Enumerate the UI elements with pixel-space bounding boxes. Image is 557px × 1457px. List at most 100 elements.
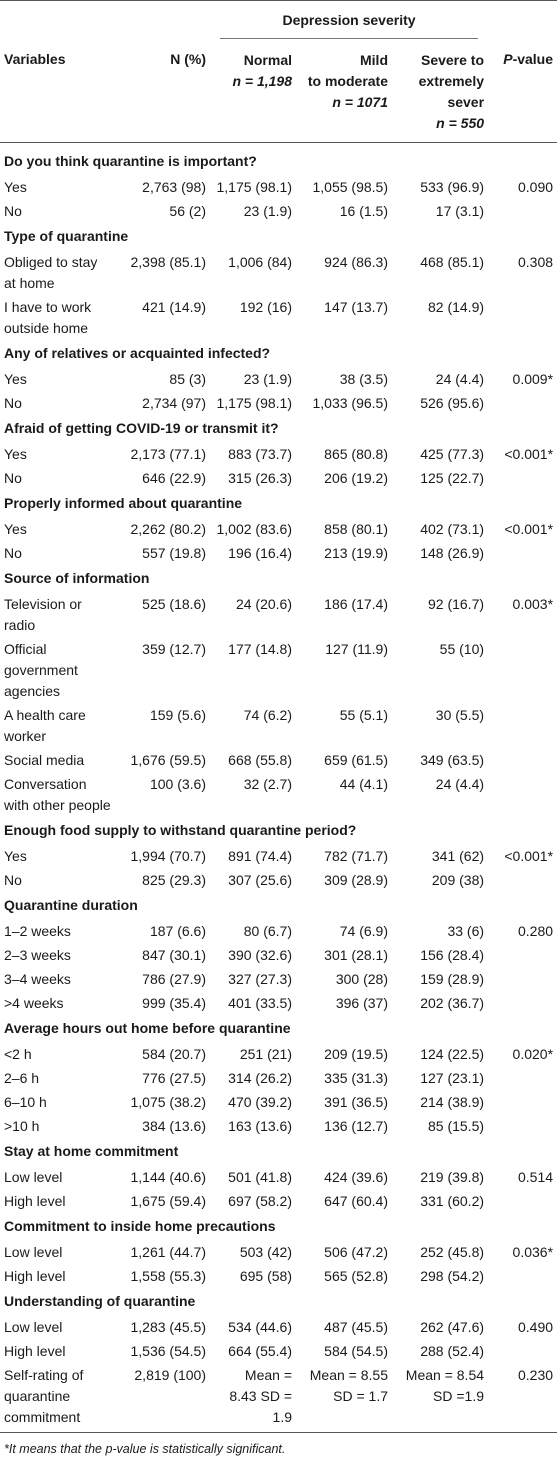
row-mild: 206 (19.2) [324, 469, 388, 486]
row-label: Low level [4, 1243, 63, 1260]
row-n: 584 (20.7) [142, 1045, 206, 1062]
row-label: Yes [4, 178, 27, 195]
table-row: 3–4 weeks 786 (27.9) 327 (27.3) 300 (28) 159… [0, 967, 557, 991]
row-severe: 331 (60.2) [420, 1192, 485, 1209]
row-label: No [4, 202, 22, 219]
row-label: >4 weeks [4, 994, 64, 1011]
row-p [488, 391, 557, 415]
row-mild: 74 (6.9) [339, 922, 388, 939]
row-severe: 92 (16.7) [427, 595, 485, 612]
row-p: 0.009* [512, 370, 554, 387]
row-n: 786 (27.9) [142, 970, 206, 987]
header-severe-line1: Severe to [420, 52, 485, 68]
section-header: Stay at home commitment [0, 1138, 557, 1165]
row-p [488, 868, 557, 892]
row-normal: 24 (20.6) [235, 595, 292, 612]
row-label: Official government agencies [4, 640, 78, 699]
row-n: 2,763 (98) [142, 178, 206, 195]
row-normal: 697 (58.2) [228, 1192, 292, 1209]
header-depression-severity: Depression severity [210, 1, 488, 47]
section-title: Afraid of getting COVID-19 or transmit i… [4, 420, 279, 436]
row-mild: 924 (86.3) [324, 253, 388, 270]
table-row: 6–10 h 1,075 (38.2) 470 (39.2) 391 (36.5) 21… [0, 1090, 557, 1114]
header-n: N (%) [170, 51, 206, 67]
row-normal: 80 (6.7) [243, 922, 292, 939]
row-p [488, 703, 557, 748]
row-label: Yes [4, 847, 27, 864]
row-n: 85 (3) [169, 370, 206, 387]
row-n: 1,283 (45.5) [130, 1318, 207, 1335]
table-row: Yes 2,763 (98) 1,175 (98.1) 1,055 (98.5) 533… [0, 175, 557, 199]
row-severe: 288 (52.4) [420, 1342, 485, 1359]
row-p: 0.514 [517, 1168, 554, 1185]
table-row: Yes 85 (3) 23 (1.9) 38 (3.5) 24 (4.4) 0.009* [0, 367, 557, 391]
row-mild: 1,055 (98.5) [312, 178, 389, 195]
table-row: Self-rating of quarantine commitment 2,8… [0, 1363, 557, 1432]
row-mild: 506 (47.2) [324, 1243, 388, 1260]
row-p [488, 466, 557, 490]
row-label: Television or radio [4, 595, 82, 633]
row-normal: 1,002 (83.6) [216, 520, 293, 537]
row-p: 0.020* [512, 1045, 554, 1062]
row-p [488, 1264, 557, 1288]
row-mild: 301 (28.1) [324, 946, 388, 963]
row-severe: 24 (4.4) [435, 775, 485, 792]
table-row: Television or radio 525 (18.6) 24 (20.6) 18… [0, 592, 557, 637]
row-severe: 85 (15.5) [427, 1117, 485, 1134]
row-label: Obliged to stay at home [4, 253, 98, 291]
header-p-italic: P [503, 51, 513, 67]
row-p: <0.001* [504, 847, 554, 864]
row-label: >10 h [4, 1117, 40, 1134]
row-p: 0.308 [517, 253, 554, 270]
row-p: 0.490 [517, 1318, 554, 1335]
row-label: High level [4, 1192, 66, 1209]
section-header: Properly informed about quarantine [0, 490, 557, 517]
row-severe: 202 (36.7) [420, 994, 485, 1011]
row-mild: 647 (60.4) [324, 1192, 388, 1209]
row-label: No [4, 544, 22, 561]
row-normal: 23 (1.9) [243, 202, 292, 219]
row-n: 1,261 (44.7) [130, 1243, 207, 1260]
section-header: Quarantine duration [0, 892, 557, 919]
row-severe: 219 (39.8) [420, 1168, 485, 1185]
row-p: 0.036* [512, 1243, 554, 1260]
row-normal: 32 (2.7) [243, 775, 292, 792]
row-mild: 1,033 (96.5) [312, 394, 389, 411]
section-title: Commitment to inside home precautions [4, 1218, 276, 1234]
section-header: Type of quarantine [0, 223, 557, 250]
row-n: 2,173 (77.1) [130, 445, 207, 462]
header-severe-line4: n = 550 [436, 115, 485, 131]
row-severe: 425 (77.3) [420, 445, 485, 462]
row-mild: 391 (36.5) [324, 1093, 388, 1110]
row-normal: 177 (14.8) [228, 640, 292, 657]
row-n: 2,398 (85.1) [130, 253, 207, 270]
row-n: 159 (5.6) [149, 706, 206, 723]
header-mild-line2: to moderate [307, 73, 388, 89]
row-mild: 16 (1.5) [339, 202, 388, 219]
row-n: 384 (13.6) [142, 1117, 206, 1134]
table-row: 1–2 weeks 187 (6.6) 80 (6.7) 74 (6.9) 33 (6)… [0, 919, 557, 943]
row-severe: 262 (47.6) [420, 1318, 485, 1335]
table-row: No 2,734 (97) 1,175 (98.1) 1,033 (96.5) 526 … [0, 391, 557, 415]
row-severe: 127 (23.1) [420, 1069, 485, 1086]
row-p [488, 1090, 557, 1114]
row-n: 2,734 (97) [142, 394, 206, 411]
row-severe: 298 (54.2) [420, 1267, 485, 1284]
table-row: >10 h 384 (13.6) 163 (13.6) 136 (12.7) 85 (1… [0, 1114, 557, 1138]
row-mild: 584 (54.5) [324, 1342, 388, 1359]
row-p [488, 772, 557, 817]
row-severe: 468 (85.1) [420, 253, 485, 270]
row-mild: 147 (13.7) [324, 298, 388, 315]
row-normal: 196 (16.4) [228, 544, 292, 561]
row-n: 187 (6.6) [149, 922, 206, 939]
row-severe: 533 (96.9) [420, 178, 485, 195]
row-p [488, 541, 557, 565]
table-row: No 646 (22.9) 315 (26.3) 206 (19.2) 125 (22.… [0, 466, 557, 490]
row-p: 0.003* [512, 595, 554, 612]
table-row: High level 1,536 (54.5) 664 (55.4) 584 (54.… [0, 1339, 557, 1363]
row-mild: 565 (52.8) [324, 1267, 388, 1284]
row-severe: 17 (3.1) [435, 202, 485, 219]
row-label: High level [4, 1342, 66, 1359]
